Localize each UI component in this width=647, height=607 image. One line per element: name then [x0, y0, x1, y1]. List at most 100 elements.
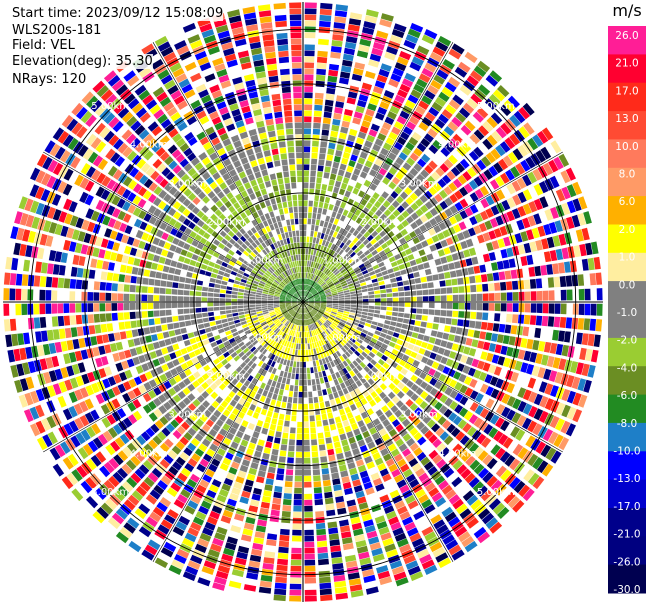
- velocity-gate: [498, 158, 509, 171]
- velocity-gate: [553, 156, 564, 170]
- velocity-gate: [470, 522, 483, 534]
- velocity-gate: [149, 270, 157, 278]
- velocity-gate: [411, 265, 419, 272]
- velocity-gate: [341, 317, 348, 322]
- velocity-gate: [324, 268, 329, 274]
- velocity-gate: [355, 240, 362, 247]
- velocity-gate: [338, 464, 347, 472]
- velocity-gate: [318, 251, 322, 258]
- velocity-gate: [327, 362, 332, 369]
- velocity-gate: [354, 387, 362, 395]
- velocity-gate: [331, 429, 338, 437]
- velocity-gate: [479, 264, 487, 273]
- velocity-gate: [303, 415, 309, 422]
- velocity-gate: [522, 488, 535, 502]
- velocity-gate: [460, 468, 472, 480]
- velocity-gate: [328, 326, 334, 332]
- velocity-gate: [363, 519, 374, 528]
- velocity-gate: [377, 442, 386, 451]
- velocity-gate: [416, 308, 423, 314]
- velocity-gate: [315, 360, 320, 367]
- velocity-gate: [368, 351, 376, 358]
- velocity-gate: [506, 303, 513, 312]
- velocity-gate: [355, 162, 363, 171]
- velocity-gate: [410, 22, 424, 33]
- velocity-gate: [411, 56, 424, 67]
- velocity-gate: [405, 423, 415, 432]
- velocity-gate: [357, 176, 365, 184]
- velocity-gate: [310, 330, 314, 337]
- velocity-gate: [529, 315, 537, 325]
- velocity-gate: [578, 288, 585, 301]
- velocity-gate: [343, 326, 350, 331]
- velocity-gate: [274, 588, 287, 596]
- velocity-gate: [349, 206, 357, 214]
- velocity-gate: [438, 222, 447, 231]
- velocity-gate: [350, 299, 357, 302]
- velocity-gate: [347, 505, 358, 513]
- velocity-gate: [420, 276, 427, 283]
- velocity-gate: [348, 417, 356, 425]
- velocity-gate: [442, 264, 450, 272]
- velocity-gate: [404, 72, 416, 83]
- velocity-gate: [362, 389, 370, 397]
- velocity-gate: [429, 244, 437, 252]
- velocity-gate: [390, 277, 397, 283]
- velocity-gate: [304, 523, 314, 530]
- velocity-gate: [337, 291, 344, 295]
- velocity-gate: [333, 320, 339, 325]
- velocity-gate: [314, 505, 324, 512]
- velocity-gate: [21, 288, 28, 301]
- velocity-gate: [45, 276, 53, 288]
- velocity-gate: [304, 313, 307, 320]
- velocity-gate: [350, 123, 360, 131]
- velocity-gate: [318, 340, 323, 347]
- velocity-gate: [375, 187, 384, 195]
- velocity-gate: [359, 444, 368, 453]
- velocity-gate: [415, 198, 424, 207]
- velocity-gate: [338, 332, 345, 338]
- velocity-gate: [315, 74, 326, 82]
- velocity-gate: [417, 263, 425, 271]
- velocity-gate: [350, 291, 356, 295]
- velocity-gate: [303, 403, 308, 410]
- velocity-gate: [315, 314, 320, 320]
- velocity-gate: [368, 302, 375, 306]
- velocity-gate: [504, 324, 512, 334]
- velocity-gate: [317, 334, 322, 340]
- velocity-gate: [445, 104, 457, 115]
- velocity-gate: [354, 182, 362, 190]
- velocity-gate: [401, 395, 410, 403]
- velocity-gate: [323, 221, 329, 228]
- velocity-gate: [336, 364, 342, 371]
- velocity-gate: [304, 577, 317, 584]
- velocity-gate: [357, 392, 365, 400]
- velocity-gate: [308, 391, 313, 398]
- velocity-gate: [452, 178, 463, 189]
- velocity-gate: [318, 38, 329, 46]
- velocity-gate: [344, 425, 352, 433]
- velocity-gate: [555, 343, 564, 356]
- velocity-gate: [399, 543, 412, 554]
- velocity-gate: [536, 290, 543, 301]
- velocity-gate: [155, 271, 162, 279]
- velocity-gate: [318, 290, 324, 294]
- velocity-gate: [147, 310, 154, 318]
- velocity-gate: [392, 287, 398, 293]
- velocity-gate: [278, 456, 286, 463]
- velocity-gate: [369, 169, 377, 177]
- velocity-gate: [340, 71, 351, 79]
- velocity-gate: [421, 526, 434, 537]
- velocity-gate: [431, 361, 440, 370]
- velocity-gate: [333, 205, 339, 213]
- velocity-gate: [424, 90, 436, 100]
- velocity-gate: [358, 44, 370, 53]
- velocity-gate: [455, 269, 463, 277]
- velocity-gate: [352, 367, 359, 375]
- velocity-gate: [313, 475, 321, 482]
- velocity-gate: [353, 428, 361, 436]
- velocity-gate: [325, 503, 335, 511]
- velocity-gate: [399, 346, 407, 353]
- velocity-gate: [171, 309, 178, 315]
- velocity-gate: [386, 346, 394, 353]
